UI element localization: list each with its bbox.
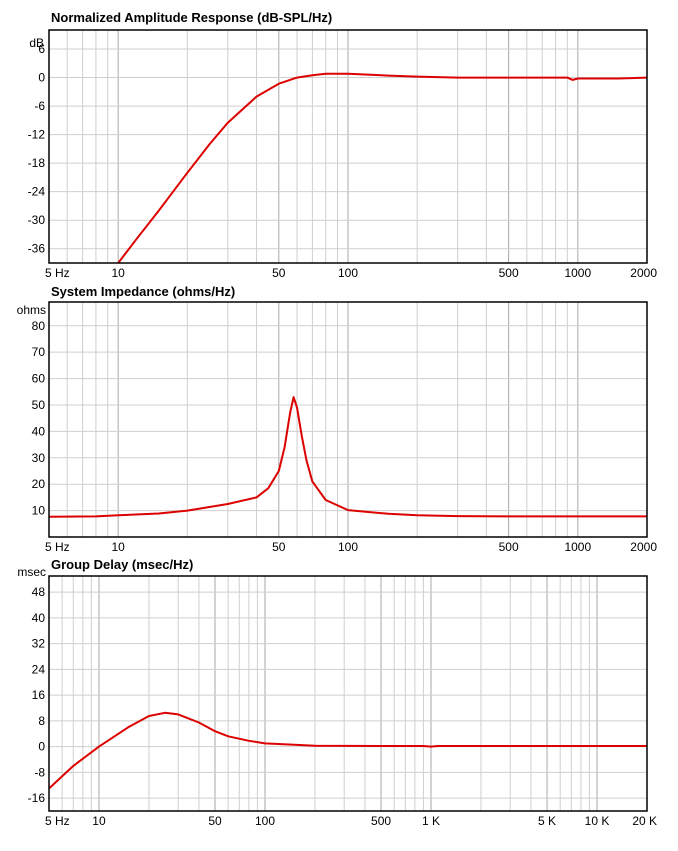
y-tick-label: 60: [32, 372, 46, 386]
x-tick-label: 50: [272, 266, 286, 280]
y-tick-label: 50: [32, 398, 46, 412]
x-tick-label: 100: [338, 540, 358, 554]
data-series-line: [49, 711, 647, 790]
y-tick-label: 16: [32, 688, 46, 702]
x-tick-label: 5 Hz: [45, 814, 70, 828]
x-tick-label: 50: [208, 814, 222, 828]
grid: [49, 576, 647, 811]
y-tick-label: 8: [38, 714, 45, 728]
x-tick-label: 1 K: [422, 814, 440, 828]
x-tick-label: 500: [499, 540, 519, 554]
grid: [49, 30, 647, 263]
y-tick-label: -30: [28, 213, 46, 227]
x-tick-label: 10: [92, 814, 106, 828]
x-tick-label: 5 K: [538, 814, 556, 828]
y-tick-label: 20: [32, 477, 46, 491]
y-tick-label: 40: [32, 611, 46, 625]
y-tick-label: 24: [32, 662, 46, 676]
y-tick-label: 32: [32, 637, 46, 651]
y-tick-label: -24: [28, 185, 46, 199]
x-tick-label: 1000: [564, 540, 591, 554]
x-tick-label: 20 K: [632, 814, 657, 828]
x-tick-label: 10: [112, 540, 126, 554]
y-tick-label: -12: [28, 128, 46, 142]
x-tick-label: 100: [255, 814, 275, 828]
x-tick-label: 500: [371, 814, 391, 828]
y-tick-label: -36: [28, 242, 46, 256]
y-tick-label: 0: [38, 740, 45, 754]
chart-1: Normalized Amplitude Response (dB-SPL/Hz…: [28, 10, 658, 280]
y-tick-label: 48: [32, 585, 46, 599]
y-tick-label: -18: [28, 156, 46, 170]
grid: [49, 302, 647, 537]
y-unit-label: ohms: [17, 303, 46, 317]
plot-frame: [48, 301, 648, 538]
x-tick-label: 2000: [630, 540, 657, 554]
plot-frame: [48, 29, 648, 264]
data-series-line: [49, 396, 647, 518]
y-tick-label: -8: [34, 765, 45, 779]
x-tick-label: 10 K: [585, 814, 610, 828]
chart-3: Group Delay (msec/Hz) msec 48 40 32 24 16 8 0 -8 -…: [17, 557, 657, 828]
chart-2: System Impedance (ohms/Hz) ohms 80 70 60 50 40…: [17, 284, 658, 554]
y-tick-label: 40: [32, 424, 46, 438]
y-tick-label: -6: [34, 99, 45, 113]
x-tick-label: 10: [112, 266, 126, 280]
x-tick-label: 5 Hz: [45, 540, 70, 554]
x-tick-label: 500: [499, 266, 519, 280]
plot-frame: [48, 575, 648, 812]
x-tick-label: 5 Hz: [45, 266, 70, 280]
y-unit-label: msec: [17, 565, 46, 579]
x-tick-label: 2000: [630, 266, 657, 280]
data-series-line: [117, 72, 647, 263]
chart-title: System Impedance (ohms/Hz): [51, 284, 235, 299]
y-tick-label: -16: [28, 791, 46, 805]
x-tick-label: 50: [272, 540, 286, 554]
y-tick-label: 80: [32, 319, 46, 333]
chart-title: Group Delay (msec/Hz): [51, 557, 193, 572]
y-tick-label: 6: [38, 42, 45, 56]
y-tick-label: 30: [32, 451, 46, 465]
chart-title: Normalized Amplitude Response (dB-SPL/Hz…: [51, 10, 332, 25]
y-tick-label: 70: [32, 345, 46, 359]
x-tick-label: 1000: [564, 266, 591, 280]
y-unit-label: dB: [29, 36, 44, 50]
y-tick-label: 0: [38, 71, 45, 85]
x-tick-label: 100: [338, 266, 358, 280]
y-tick-label: 10: [32, 504, 46, 518]
